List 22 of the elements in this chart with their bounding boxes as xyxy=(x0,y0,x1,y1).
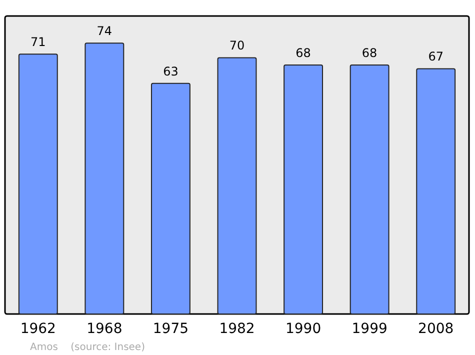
text: Amos (source: Insee) xyxy=(30,342,146,353)
data-label: 68 xyxy=(296,46,311,60)
data-label: 68 xyxy=(362,46,378,60)
data-label: 74 xyxy=(96,24,112,38)
x-tick-label: 1990 xyxy=(285,320,322,337)
data-label: 71 xyxy=(30,35,46,50)
bar xyxy=(284,64,324,314)
bar xyxy=(150,82,190,314)
data-label: 70 xyxy=(229,38,245,53)
bar xyxy=(84,42,124,314)
x-tick-label: 1968 xyxy=(86,320,122,337)
data-label: 63 xyxy=(163,64,178,78)
x-tick-label: 1962 xyxy=(20,320,56,337)
bar xyxy=(350,64,390,314)
x-tick-label: 1975 xyxy=(152,320,189,337)
data-label: 67 xyxy=(428,50,444,64)
x-tick-label: 2008 xyxy=(418,320,454,337)
bar xyxy=(416,68,456,314)
x-tick-label: 1982 xyxy=(219,320,255,337)
x-tick-label: 1999 xyxy=(352,320,388,337)
bar xyxy=(18,54,58,314)
bar xyxy=(217,57,257,314)
